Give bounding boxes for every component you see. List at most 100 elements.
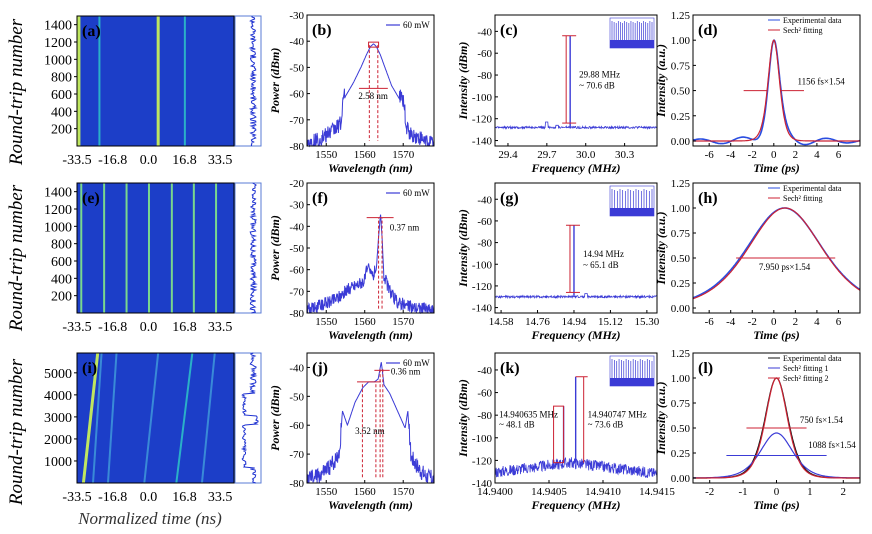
heatmap-bg-e	[77, 183, 234, 313]
side-trace-a	[248, 15, 258, 147]
y-tick-label-f-5: -30	[289, 200, 304, 212]
annotation-b-0: 2.58 nm	[358, 91, 388, 101]
normalized-time-label: Normalized time (ns)	[77, 509, 222, 528]
heatmap-trace-i-4	[175, 352, 194, 484]
axes-frame-c	[494, 14, 658, 147]
x-tick-label-c-1: 29.7	[537, 149, 557, 161]
panel-a: -33.5 -16.8 0.0 16.8 33.5 200 400 600 800 1000 120…	[44, 15, 262, 168]
x-tick-label-h-3: 0	[771, 316, 777, 328]
annotation-l-1: 1088 fs×1.54	[808, 440, 856, 450]
legend-label-f: 60 mW	[403, 188, 430, 198]
y-tick-label-h-5: 1.25	[671, 178, 691, 190]
panel-label-c: (c)	[500, 22, 518, 39]
x-tick-label-j-1: 1560	[354, 486, 377, 498]
y-tick-label-f-4: -40	[289, 221, 304, 233]
y-tick-label-c-1: -120	[472, 114, 493, 126]
annotation-k-1: ~ 48.1 dB	[499, 420, 535, 430]
panel-label-j: (j)	[312, 360, 328, 377]
fwhm-box-b	[368, 41, 380, 48]
y-tick-label-k-2: -100	[472, 433, 493, 445]
annotation-j-1: 3.52 nm	[355, 426, 385, 436]
x-axis-title-b: Wavelength (nm)	[328, 161, 413, 175]
x-axis-title-k: Frequency (MHz)	[531, 498, 621, 512]
y-tick-label-a-4: 1000	[44, 53, 72, 68]
panel-e: -33.5 -16.8 0.0 16.8 33.5 200 400 600 800 1000 120…	[44, 182, 262, 335]
y-tick-label-g-2: -100	[472, 259, 493, 271]
x-tick-label-d-1: -4	[726, 149, 736, 161]
x-tick-label-d-2: -2	[748, 149, 757, 161]
annotation-k-3: ~ 73.6 dB	[588, 420, 624, 430]
side-box-a	[234, 15, 262, 147]
x-tick-label-d-3: 0	[771, 149, 777, 161]
y-tick-label-k-3: -80	[477, 410, 492, 422]
annotation-d-0: 1156 fs×1.54	[798, 77, 846, 87]
x-tick-label-l-0: -2	[705, 486, 714, 498]
y-tick-label-d-4: 1.00	[671, 35, 691, 47]
y-tick-label-g-4: -60	[477, 216, 492, 228]
y-tick-label-l-5: 1.25	[671, 348, 691, 360]
annotation-c-0: 29.88 MHz	[579, 70, 620, 80]
x-tick-label-d-0: -6	[705, 149, 715, 161]
y-tick-label-e-4: 1000	[44, 220, 72, 235]
x-tick-label-b-0: 1550	[315, 149, 338, 161]
x-tick-label-c-0: 29.4	[498, 149, 518, 161]
y-axis-title-f: Power (dBm)	[268, 215, 282, 281]
legend-label-d-1: Sech² fitting	[783, 26, 823, 35]
x-axis-title-j: Wavelength (nm)	[328, 498, 413, 512]
panel-label-a: (a)	[82, 23, 101, 40]
x-tick-label-i-1: -16.8	[98, 490, 127, 505]
x-tick-label-e-0: -33.5	[62, 320, 91, 335]
panel-label-i: (i)	[82, 360, 97, 377]
y-tick-label-d-0: 0.00	[671, 136, 691, 148]
annotation-c-1: ~ 70.6 dB	[579, 81, 615, 91]
pulse-series-d-1	[693, 39, 860, 142]
x-tick-label-c-3: 30.3	[615, 149, 635, 161]
inset-floor-k	[610, 378, 654, 386]
heatmap-bg-a	[77, 16, 234, 146]
y-tick-label-i-0: 1000	[44, 455, 72, 470]
y-axis-title-k: Intensity (dBm)	[456, 379, 470, 458]
y-tick-label-f-2: -60	[289, 265, 304, 277]
x-tick-label-i-4: 33.5	[208, 490, 233, 505]
x-tick-label-d-4: 2	[793, 149, 799, 161]
x-tick-label-j-2: 1570	[392, 486, 415, 498]
y-tick-label-a-5: 1200	[44, 36, 72, 51]
y-axis-title-j: Power (dBm)	[268, 385, 282, 451]
rf-noise-c	[494, 121, 658, 131]
panel-label-e: (e)	[82, 190, 100, 207]
annotation-k-0: 14.940635 MHz	[499, 409, 558, 419]
x-tick-label-e-2: 0.0	[140, 320, 158, 335]
row-label-e: Round-trip number	[6, 184, 27, 332]
x-tick-label-k-2: 14.9410	[585, 486, 621, 498]
x-tick-label-a-1: -16.8	[98, 153, 127, 168]
legend-label-j: 60 mW	[403, 358, 430, 368]
spectrum-line-b	[306, 43, 435, 148]
y-tick-label-a-1: 400	[51, 105, 72, 120]
legend-label-l-1: Sech² fitting 1	[783, 364, 829, 373]
y-tick-label-f-0: -80	[289, 308, 304, 320]
x-tick-label-f-0: 1550	[315, 316, 338, 328]
x-tick-label-i-0: -33.5	[62, 490, 91, 505]
rf-bracket-k-0	[553, 405, 565, 464]
heatmap-trace-i-0	[81, 352, 100, 484]
y-tick-label-b-0: -80	[289, 141, 304, 153]
legend-label-h-0: Experimental data	[783, 184, 842, 193]
x-tick-label-e-3: 16.8	[172, 320, 197, 335]
axes-frame-d	[692, 14, 861, 147]
x-tick-label-i-2: 0.0	[140, 490, 158, 505]
x-tick-label-k-1: 14.9405	[531, 486, 567, 498]
y-tick-label-a-3: 800	[51, 71, 72, 86]
plots-layer: -33.5 -16.8 0.0 16.8 33.52004006008001000120…	[44, 10, 861, 512]
y-tick-label-e-1: 400	[51, 272, 72, 287]
panel-label-g: (g)	[500, 190, 519, 207]
y-axis-title-b: Power (dBm)	[268, 48, 282, 114]
panel-i: -33.5 -16.8 0.0 16.8 33.5 1000 2000 3000 4000 500…	[44, 352, 262, 505]
y-tick-label-b-5: -30	[289, 10, 304, 22]
spectrum-line-j	[306, 362, 435, 484]
annotation-g-0: 14.94 MHz	[583, 249, 624, 259]
heatmap-trace-i-2	[106, 352, 118, 484]
x-tick-label-l-4: 2	[841, 486, 847, 498]
annotation-j-0: 0.36 nm	[391, 367, 421, 377]
x-tick-label-h-1: -4	[726, 316, 736, 328]
